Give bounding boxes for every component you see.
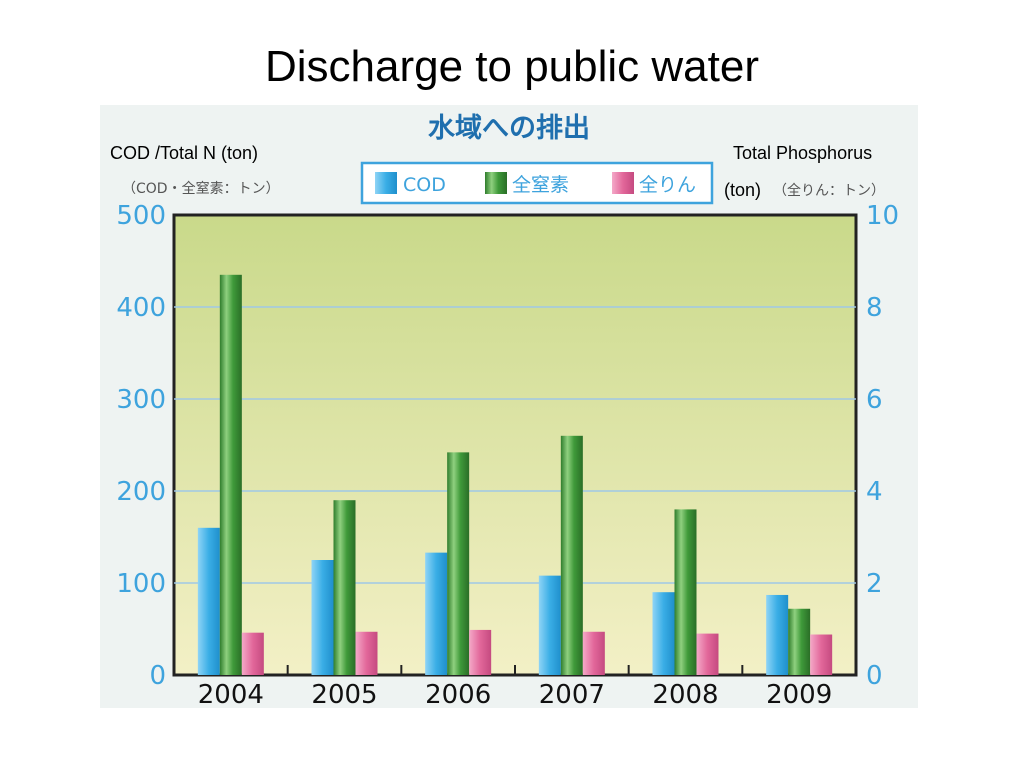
legend: COD 全窒素 全りん — [360, 161, 714, 205]
chart-title: 水域への排出 — [428, 113, 590, 144]
left-axis-tick-label: 400 — [116, 293, 166, 323]
right-axis-tick-label: 4 — [866, 477, 883, 507]
bar-nitrogen — [560, 435, 583, 675]
bar-phosphorus — [810, 634, 833, 675]
bar-nitrogen — [447, 452, 470, 675]
x-axis-tick-label: 2005 — [311, 680, 377, 708]
bar-cod — [425, 552, 448, 675]
gridlines — [174, 306, 856, 584]
legend-swatch-nitrogen — [485, 172, 507, 194]
x-axis-tick-label: 2006 — [425, 680, 491, 708]
right-axis-tick-label: 2 — [866, 569, 883, 599]
right-axis-tick-label: 0 — [866, 661, 883, 691]
bar-cod — [311, 560, 334, 675]
right-axis-label-jp: （全りん：トン） — [773, 182, 885, 199]
bars — [197, 274, 833, 675]
legend-label-cod: COD — [403, 174, 446, 196]
legend-swatch-cod — [375, 172, 397, 194]
left-axis-ticks: 0 100 200 300 400 500 — [116, 201, 166, 691]
bar-cod — [538, 575, 561, 675]
right-axis-tick-label: 8 — [866, 293, 883, 323]
left-axis-label-jp: （COD・全窒素：トン） — [122, 180, 280, 197]
chart-photo: 水域への排出 COD 全窒素 全りん （COD・全窒素：トン） （全りん：トン）… — [100, 105, 918, 708]
right-axis-label-en: Total Phosphorus — [733, 143, 873, 163]
left-axis-tick-label: 300 — [116, 385, 166, 415]
bar-phosphorus — [696, 633, 719, 675]
legend-box — [360, 161, 714, 205]
x-axis-tick-label: 2008 — [652, 680, 718, 708]
bar-phosphorus — [355, 631, 378, 675]
x-axis-tick-label: 2007 — [539, 680, 605, 708]
right-axis-tick-label: 6 — [866, 385, 883, 415]
slide-title: Discharge to public water — [264, 42, 759, 91]
bar-cod — [197, 527, 220, 675]
bar-nitrogen — [788, 608, 811, 675]
x-axis-tick-label: 2004 — [198, 680, 264, 708]
legend-label-phosphorus: 全りん — [639, 174, 696, 196]
bar-cod — [766, 594, 789, 675]
left-axis-label-en: COD /Total N (ton) — [110, 143, 259, 163]
bar-cod — [652, 592, 675, 675]
right-axis-unit-en: (ton) — [724, 180, 762, 200]
bar-nitrogen — [219, 274, 242, 675]
left-axis-tick-label: 200 — [116, 477, 166, 507]
bar-nitrogen — [674, 509, 697, 675]
bar-phosphorus — [582, 631, 605, 675]
left-axis-tick-label: 100 — [116, 569, 166, 599]
right-axis-tick-label: 10 — [866, 201, 899, 231]
bar-phosphorus — [469, 629, 492, 675]
left-axis-tick-label: 0 — [149, 661, 166, 691]
legend-label-nitrogen: 全窒素 — [512, 174, 569, 196]
bar-phosphorus — [241, 632, 264, 675]
right-axis-ticks: 0 2 4 6 8 10 — [866, 201, 899, 691]
x-axis-tick-label: 2009 — [766, 680, 832, 708]
bar-nitrogen — [333, 500, 356, 675]
legend-swatch-phosphorus — [612, 172, 634, 194]
left-axis-tick-label: 500 — [116, 201, 166, 231]
x-axis-ticks: 2004 2005 2006 2007 2008 2009 — [198, 665, 832, 708]
plot-area — [172, 213, 858, 677]
